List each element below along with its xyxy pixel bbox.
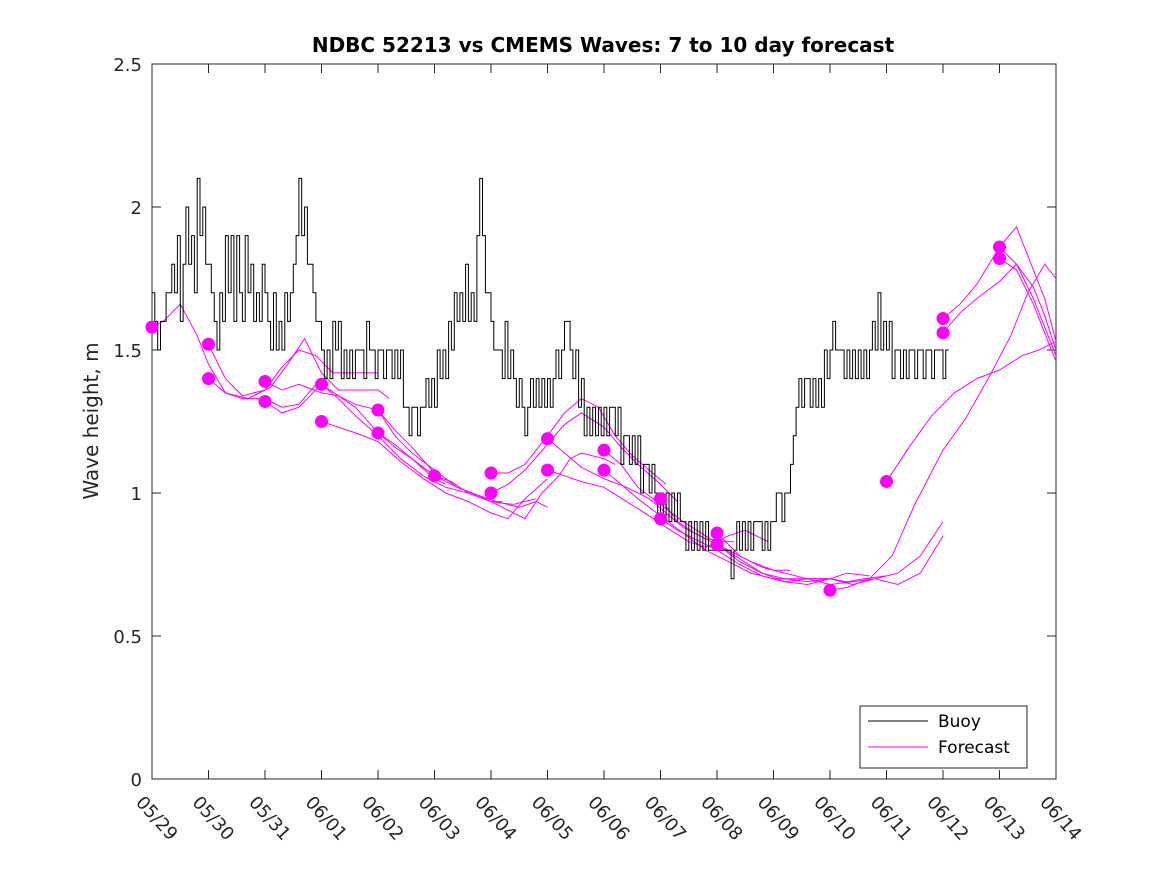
forecast-start-marker [371, 426, 385, 440]
forecast-start-marker [936, 312, 950, 326]
forecast-line [999, 258, 1057, 362]
forecast-start-marker [597, 463, 611, 477]
buoy-series [152, 177, 949, 580]
y-axis-label: Wave height, m [79, 342, 103, 499]
forecast-start-marker [428, 469, 441, 483]
forecast-line [886, 340, 1057, 482]
forecast-start-markers [145, 240, 1006, 597]
forecast-line [490, 412, 678, 502]
y-tick-label: 0.5 [113, 627, 142, 648]
plot-area [145, 63, 1057, 780]
legend-box [859, 705, 1028, 769]
y-tick-label: 0 [131, 770, 142, 791]
forecast-start-marker [258, 394, 272, 408]
legend: Buoy Forecast [859, 705, 1028, 769]
y-tick-label: 1.5 [113, 341, 142, 362]
forecast-start-marker [654, 492, 667, 506]
forecast-start-marker [202, 337, 215, 351]
forecast-start-marker [710, 526, 724, 540]
forecast-start-marker [258, 374, 272, 388]
forecast-line [264, 383, 447, 485]
forecast-start-marker [823, 583, 837, 597]
forecast-line [208, 337, 390, 400]
forecast-line [942, 226, 1057, 342]
forecast-start-marker [710, 537, 724, 551]
legend-buoy-label: Buoy [938, 712, 981, 732]
forecast-start-marker [202, 372, 215, 386]
y-tick-label: 2.5 [113, 55, 142, 76]
forecast-start-marker [936, 326, 950, 340]
forecast-line [434, 452, 616, 520]
forecast-start-marker [654, 512, 667, 526]
forecast-line [716, 521, 944, 586]
forecast-line [377, 432, 548, 508]
forecast-line [942, 263, 1057, 351]
forecast-start-marker [484, 466, 498, 480]
y-tick-labels: 0 0.5 1 1.5 2 2.5 [113, 55, 142, 791]
forecast-start-marker [993, 240, 1006, 254]
forecast-start-marker [541, 432, 554, 446]
forecast-line [321, 421, 548, 520]
forecast-start-marker [145, 320, 159, 334]
forecast-line [151, 303, 328, 408]
buoy-line [152, 177, 949, 580]
forecast-start-marker [484, 486, 498, 500]
forecast-line [829, 263, 1057, 591]
forecast-start-marker [315, 377, 328, 391]
forecast-line [999, 246, 1057, 356]
y-tick-label: 1 [131, 484, 142, 505]
y-tick-label: 2 [131, 198, 142, 219]
forecast-start-marker [541, 463, 554, 477]
forecast-start-marker [880, 475, 893, 489]
forecast-line [264, 381, 441, 480]
forecast-start-marker [597, 443, 611, 457]
forecast-start-marker [371, 403, 385, 417]
chart-title: NDBC 52213 vs CMEMS Waves: 7 to 10 day f… [312, 33, 895, 57]
legend-forecast-label: Forecast [938, 738, 1010, 758]
forecast-start-marker [993, 251, 1006, 265]
forecast-start-marker [315, 415, 328, 428]
axis-ticks [151, 63, 1057, 780]
